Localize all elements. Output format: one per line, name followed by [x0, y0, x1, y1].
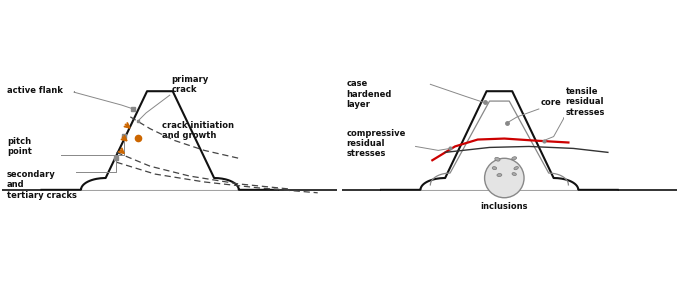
Ellipse shape	[497, 174, 502, 176]
Text: crack initiation
and growth: crack initiation and growth	[162, 121, 234, 141]
Ellipse shape	[514, 166, 518, 170]
Text: active flank: active flank	[7, 86, 63, 95]
Ellipse shape	[512, 157, 517, 160]
Ellipse shape	[495, 157, 500, 161]
Circle shape	[485, 158, 524, 198]
Text: secondary
and
tertiary cracks: secondary and tertiary cracks	[7, 170, 77, 200]
Text: pitch
point: pitch point	[7, 137, 32, 156]
Text: tensile
residual
stresses: tensile residual stresses	[566, 87, 605, 117]
Ellipse shape	[512, 173, 516, 176]
Text: core: core	[540, 98, 562, 107]
Text: case
hardened
layer: case hardened layer	[346, 80, 392, 109]
Text: primary
crack: primary crack	[172, 75, 209, 94]
Text: compressive
residual
stresses: compressive residual stresses	[346, 129, 406, 158]
Polygon shape	[41, 91, 278, 190]
Polygon shape	[381, 91, 618, 190]
Text: inclusions: inclusions	[481, 202, 528, 211]
Ellipse shape	[492, 167, 496, 170]
